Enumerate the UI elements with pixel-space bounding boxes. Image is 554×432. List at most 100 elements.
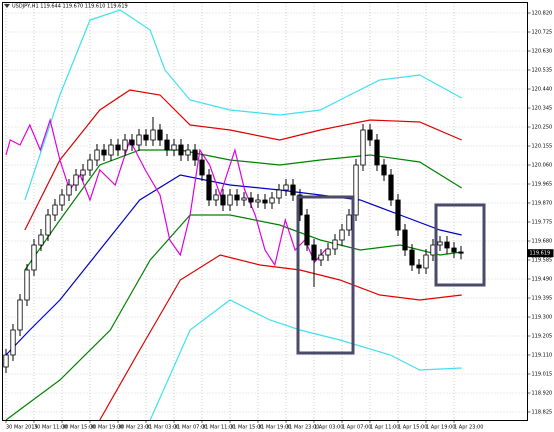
y-tick-label: 118.825 <box>532 410 553 416</box>
axes: 120.820 120.725 120.630 120.535 120.440 120.3… <box>5 11 554 431</box>
candle-body <box>150 129 156 141</box>
candle-body <box>227 194 233 206</box>
symbol-icon <box>4 4 10 8</box>
y-tick-label: 119.205 <box>532 334 553 340</box>
last-price-box <box>527 249 554 258</box>
candles <box>3 117 464 373</box>
candle-body <box>388 174 394 201</box>
candle-body <box>108 144 114 156</box>
indicator-line <box>24 149 463 271</box>
candle-body <box>241 197 247 201</box>
candle-body <box>59 194 65 206</box>
candle-body <box>115 144 121 151</box>
chart-title: USDJPY,H1 119.644 119.670 119.610 119.61… <box>12 4 128 10</box>
candle-body <box>290 184 296 196</box>
x-tick-label: 1 Apr 11:00 <box>370 425 399 431</box>
candle-body <box>395 199 401 231</box>
y-tick-label: 119.300 <box>532 315 553 321</box>
y-tick-label: 120.155 <box>532 144 553 150</box>
y-tick-label: 120.820 <box>532 11 553 17</box>
candle-body <box>276 189 282 199</box>
x-tick-label: 30 Mar 15:00 <box>62 425 95 431</box>
candle-body <box>157 129 163 141</box>
candle-body <box>374 139 380 166</box>
candle-body <box>332 239 338 250</box>
x-tick-label: 31 Mar 15:00 <box>230 425 263 431</box>
candle-body <box>416 264 422 269</box>
candle-body <box>458 251 464 254</box>
candle-body <box>367 129 373 141</box>
candle-body <box>423 254 429 269</box>
candle-body <box>171 144 177 151</box>
y-tick-label: 119.110 <box>532 353 553 359</box>
x-tick-label: 30 Mar 23:00 <box>118 425 151 431</box>
y-tick-label: 120.440 <box>532 87 553 93</box>
candle-body <box>325 248 331 256</box>
indicator-line <box>99 254 462 421</box>
candle-body <box>10 329 16 356</box>
y-tick-label: 119.490 <box>532 277 553 283</box>
indicator-lines <box>5 9 463 421</box>
y-tick-label: 119.775 <box>532 220 553 226</box>
candle-body <box>52 204 58 216</box>
y-tick-label: 120.060 <box>532 163 553 169</box>
grid <box>2 3 528 420</box>
candle-body <box>339 229 345 241</box>
candle-body <box>444 241 450 249</box>
candle-body <box>38 234 44 246</box>
x-tick-label: 31 Mar 23:00 <box>286 425 319 431</box>
candle-body <box>73 174 79 186</box>
candle-body <box>101 149 107 156</box>
x-tick-label: 1 Apr 23:00 <box>454 425 483 431</box>
x-tick-label: 1 Apr 07:00 <box>342 425 371 431</box>
x-tick-label: 31 Mar 03:00 <box>146 425 179 431</box>
candle-body <box>283 184 289 191</box>
x-tick-label: 30 Mar 19:00 <box>90 425 123 431</box>
candle-body <box>164 139 170 151</box>
candle-body <box>346 214 352 231</box>
candle-body <box>269 197 275 204</box>
x-tick-label: 30 Mar 11:00 <box>34 425 67 431</box>
x-tick-label: 1 Apr 15:00 <box>398 425 427 431</box>
y-tick-label: 120.535 <box>532 68 553 74</box>
x-tick-label: 31 Mar 19:00 <box>258 425 291 431</box>
y-tick-label: 120.630 <box>532 49 553 55</box>
candle-body <box>80 169 86 176</box>
candle-body <box>353 164 359 216</box>
y-tick-label: 118.920 <box>532 391 553 397</box>
x-tick-label: 1 Apr 19:00 <box>426 425 455 431</box>
candle-body <box>17 299 23 331</box>
candle-body <box>248 197 254 203</box>
indicator-line <box>5 117 326 267</box>
candle-body <box>311 244 317 261</box>
candle-body <box>199 159 205 176</box>
y-tick-label: 119.870 <box>532 201 553 207</box>
candle-body <box>206 174 212 201</box>
indicator-line <box>149 299 462 421</box>
candle-body <box>31 244 37 271</box>
candle-body <box>213 194 219 201</box>
candle-body <box>318 254 324 261</box>
candle-body <box>66 184 72 196</box>
highlight-box <box>296 195 355 355</box>
x-tick-label: 1 Apr 03:00 <box>314 425 343 431</box>
y-tick-label: 119.585 <box>532 258 553 264</box>
candle-body <box>129 139 135 146</box>
y-tick-label: 119.015 <box>532 372 553 378</box>
y-tick-label: 119.965 <box>532 182 553 188</box>
candle-body <box>360 129 366 166</box>
candle-body <box>87 159 93 171</box>
y-tick-label: 120.345 <box>532 106 553 112</box>
last-price-label: 119.619 <box>530 251 551 257</box>
candle-body <box>451 247 457 253</box>
y-tick-label: 119.395 <box>532 296 553 302</box>
candle-body <box>94 149 100 161</box>
candle-body <box>402 229 408 251</box>
candle-body <box>234 194 240 201</box>
candle-body <box>262 199 268 204</box>
y-tick-label: 119.680 <box>532 239 553 245</box>
candle-body <box>185 149 191 156</box>
candle-body <box>45 214 51 236</box>
